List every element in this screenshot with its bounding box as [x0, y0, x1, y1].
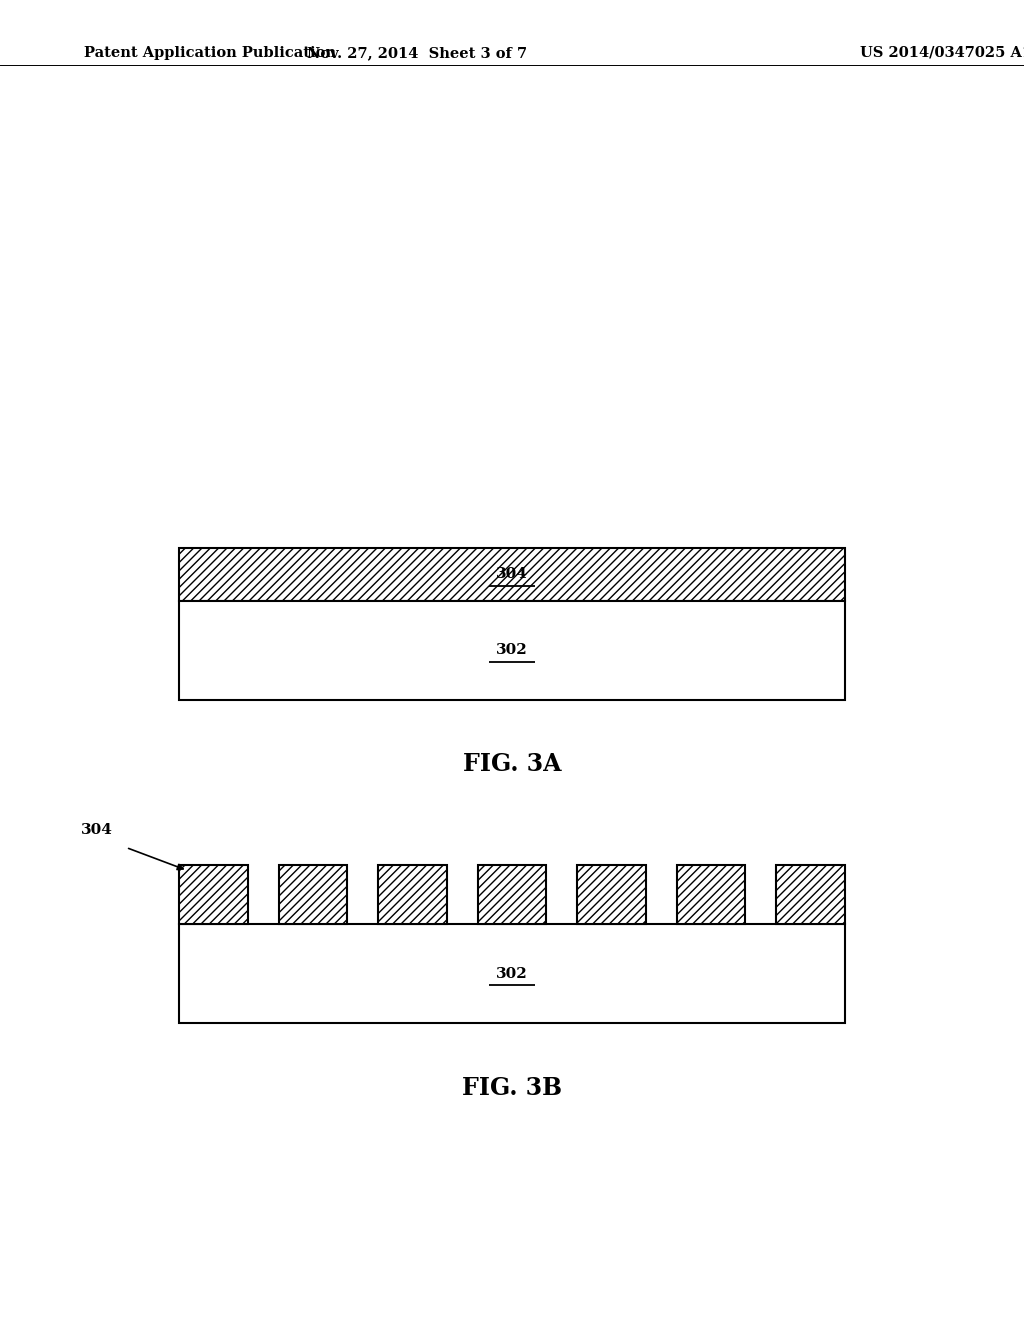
Text: 304: 304 — [496, 568, 528, 581]
Bar — [179, 924, 845, 1023]
Text: US 2014/0347025 A1: US 2014/0347025 A1 — [860, 46, 1024, 59]
Text: 304: 304 — [81, 822, 113, 837]
Text: Patent Application Publication: Patent Application Publication — [84, 46, 336, 59]
Bar — [477, 865, 547, 924]
Text: 302: 302 — [496, 643, 528, 657]
Bar — [378, 865, 446, 924]
Bar — [279, 865, 347, 924]
Text: 302: 302 — [496, 966, 528, 981]
Bar — [179, 548, 845, 601]
Bar — [179, 865, 248, 924]
Bar — [578, 865, 646, 924]
Text: FIG. 3B: FIG. 3B — [462, 1076, 562, 1100]
Bar — [776, 865, 845, 924]
Text: Nov. 27, 2014  Sheet 3 of 7: Nov. 27, 2014 Sheet 3 of 7 — [307, 46, 526, 59]
Bar — [179, 601, 845, 700]
Text: FIG. 3A: FIG. 3A — [463, 752, 561, 776]
Bar — [677, 865, 745, 924]
